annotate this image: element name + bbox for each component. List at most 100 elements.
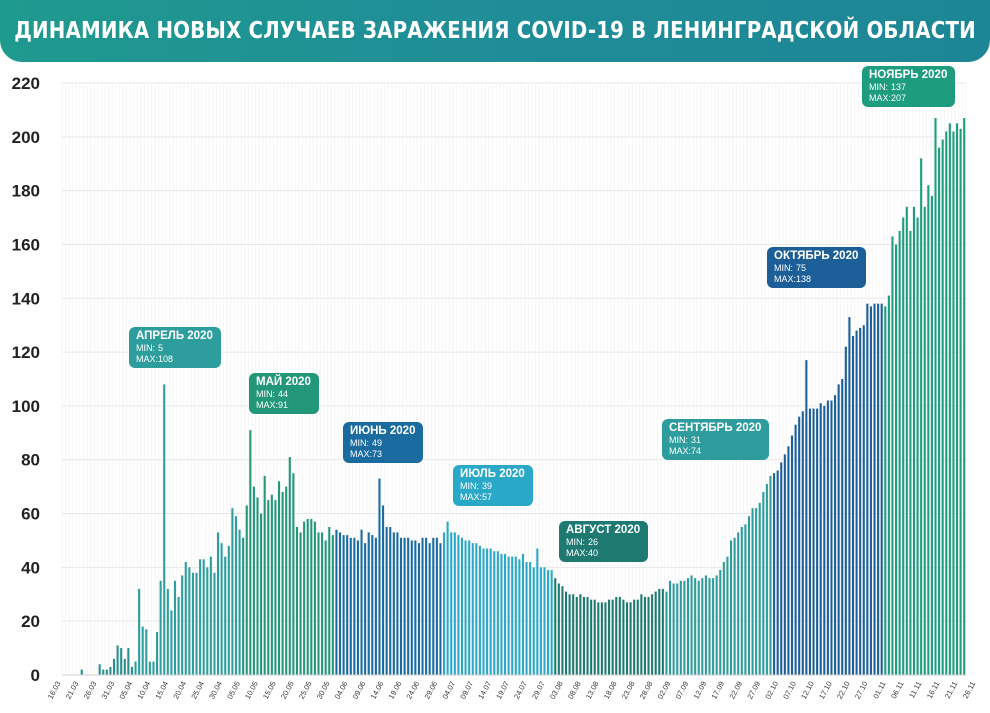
callout-min-value: 39 [482,481,493,492]
bar [443,532,446,675]
bar [869,306,872,675]
bar [762,492,765,675]
bar [199,559,202,675]
callout-max-row: MAX:207 [869,93,947,103]
bar [554,578,557,675]
bar [941,139,944,675]
bar [930,196,933,675]
bar [826,400,829,675]
bar [758,502,761,675]
bar [163,384,166,675]
callout-max-label: MAX: [669,445,692,456]
x-tick-label: 11.11 [907,680,923,700]
callout-max-row: MAX:73 [350,449,415,459]
bar [647,596,650,675]
bar [360,529,363,675]
callout-max-value: 91 [278,399,289,410]
x-tick-label: 04.07 [440,680,457,701]
bar [177,596,180,675]
bar [425,537,428,675]
x-tick-label: 21.03 [64,680,81,701]
bar [260,513,263,675]
y-tick-label: 140 [12,289,40,308]
bar [880,303,883,675]
callout-min-value: 5 [158,343,164,354]
callout-title: ОКТЯБРЬ 2020 [774,250,859,262]
bar [439,543,442,675]
x-tick-label: 21.11 [943,680,959,700]
bar [844,346,847,675]
x-tick-label: 10.05 [243,680,260,701]
bar [493,551,496,675]
bar [195,572,198,675]
callout-max-label: MAX: [566,547,589,558]
bar [460,537,464,675]
bar [948,123,951,676]
y-tick-label: 40 [21,558,40,577]
x-tick-label: 28.08 [638,680,655,701]
callout-max-label: MAX: [460,491,483,502]
bar [507,556,510,675]
callout-max-value: 138 [796,273,812,284]
bar [851,335,855,675]
callout-min-label: MIN: [460,481,479,492]
bar [116,645,119,675]
bar [396,532,399,675]
bar [410,540,413,675]
x-axis: 16.03 21.03 26.03 31.03 05.04 10.04 15.04 20.04… [46,674,977,701]
bar [625,602,629,675]
bar [912,206,916,675]
bar [891,236,894,675]
month-callout: АВГУСТ 2020 MIN: 26 MAX:40 [559,521,649,562]
title-banner: ДИНАМИКА НОВЫХ СЛУЧАЕВ ЗАРАЖЕНИЯ COVID-1… [0,0,990,62]
bar [812,408,815,675]
callout-min-row: MIN: 39 [460,481,525,491]
bar [482,548,485,675]
bar [712,578,715,675]
bar [450,532,453,675]
bar [220,543,223,675]
callout-min-value: 31 [691,435,702,446]
callout-min-label: MIN: [350,438,369,449]
y-tick-label: 80 [21,451,40,470]
x-tick-label: 25.05 [297,680,314,701]
x-tick-label: 20.05 [279,680,296,701]
bar [830,400,833,675]
x-tick-label: 24.06 [405,680,422,701]
bar [557,583,560,675]
bar [593,599,596,675]
callout-min-label: MIN: [669,435,688,446]
x-tick-label: 22.09 [727,680,744,701]
bar [536,548,539,675]
bar [744,524,747,675]
bar [643,596,646,675]
bar [884,306,887,675]
bar [98,664,101,675]
bar [651,594,654,675]
bar [145,629,148,675]
bar [938,147,941,675]
bar [729,540,733,675]
bar [733,537,736,675]
bar [475,543,478,675]
bar [292,473,295,675]
x-tick-label: 13.08 [584,680,601,701]
bar [206,567,209,675]
bar [446,521,449,675]
bar [521,553,525,675]
bar [331,535,334,675]
bar [224,556,227,675]
bar [539,567,542,675]
month-callout: НОЯБРЬ 2020 MIN: 137 MAX:207 [862,66,956,107]
callout-max-row: MAX:91 [256,400,311,410]
callout-max-value: 108 [158,353,174,364]
x-tick-label: 07.10 [781,680,798,701]
bar [719,570,722,675]
callout-max-value: 207 [891,92,907,103]
callout-min-value: 26 [588,537,599,548]
bar [511,556,514,675]
bar [277,481,281,675]
bar [547,570,550,675]
bar [877,303,880,675]
callout-max-row: MAX:74 [669,446,761,456]
